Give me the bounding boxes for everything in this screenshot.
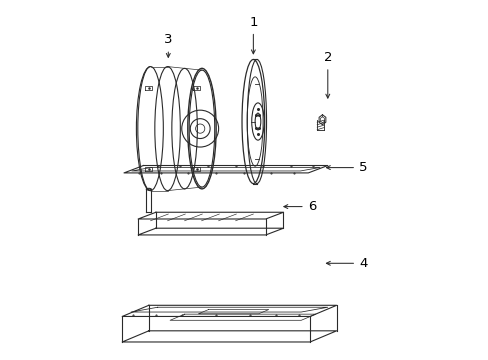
Text: 2: 2	[323, 51, 331, 98]
Text: 5: 5	[326, 161, 367, 174]
Text: 3: 3	[163, 33, 172, 57]
Text: 4: 4	[326, 257, 366, 270]
Text: 1: 1	[248, 16, 257, 54]
Text: 6: 6	[284, 200, 315, 213]
